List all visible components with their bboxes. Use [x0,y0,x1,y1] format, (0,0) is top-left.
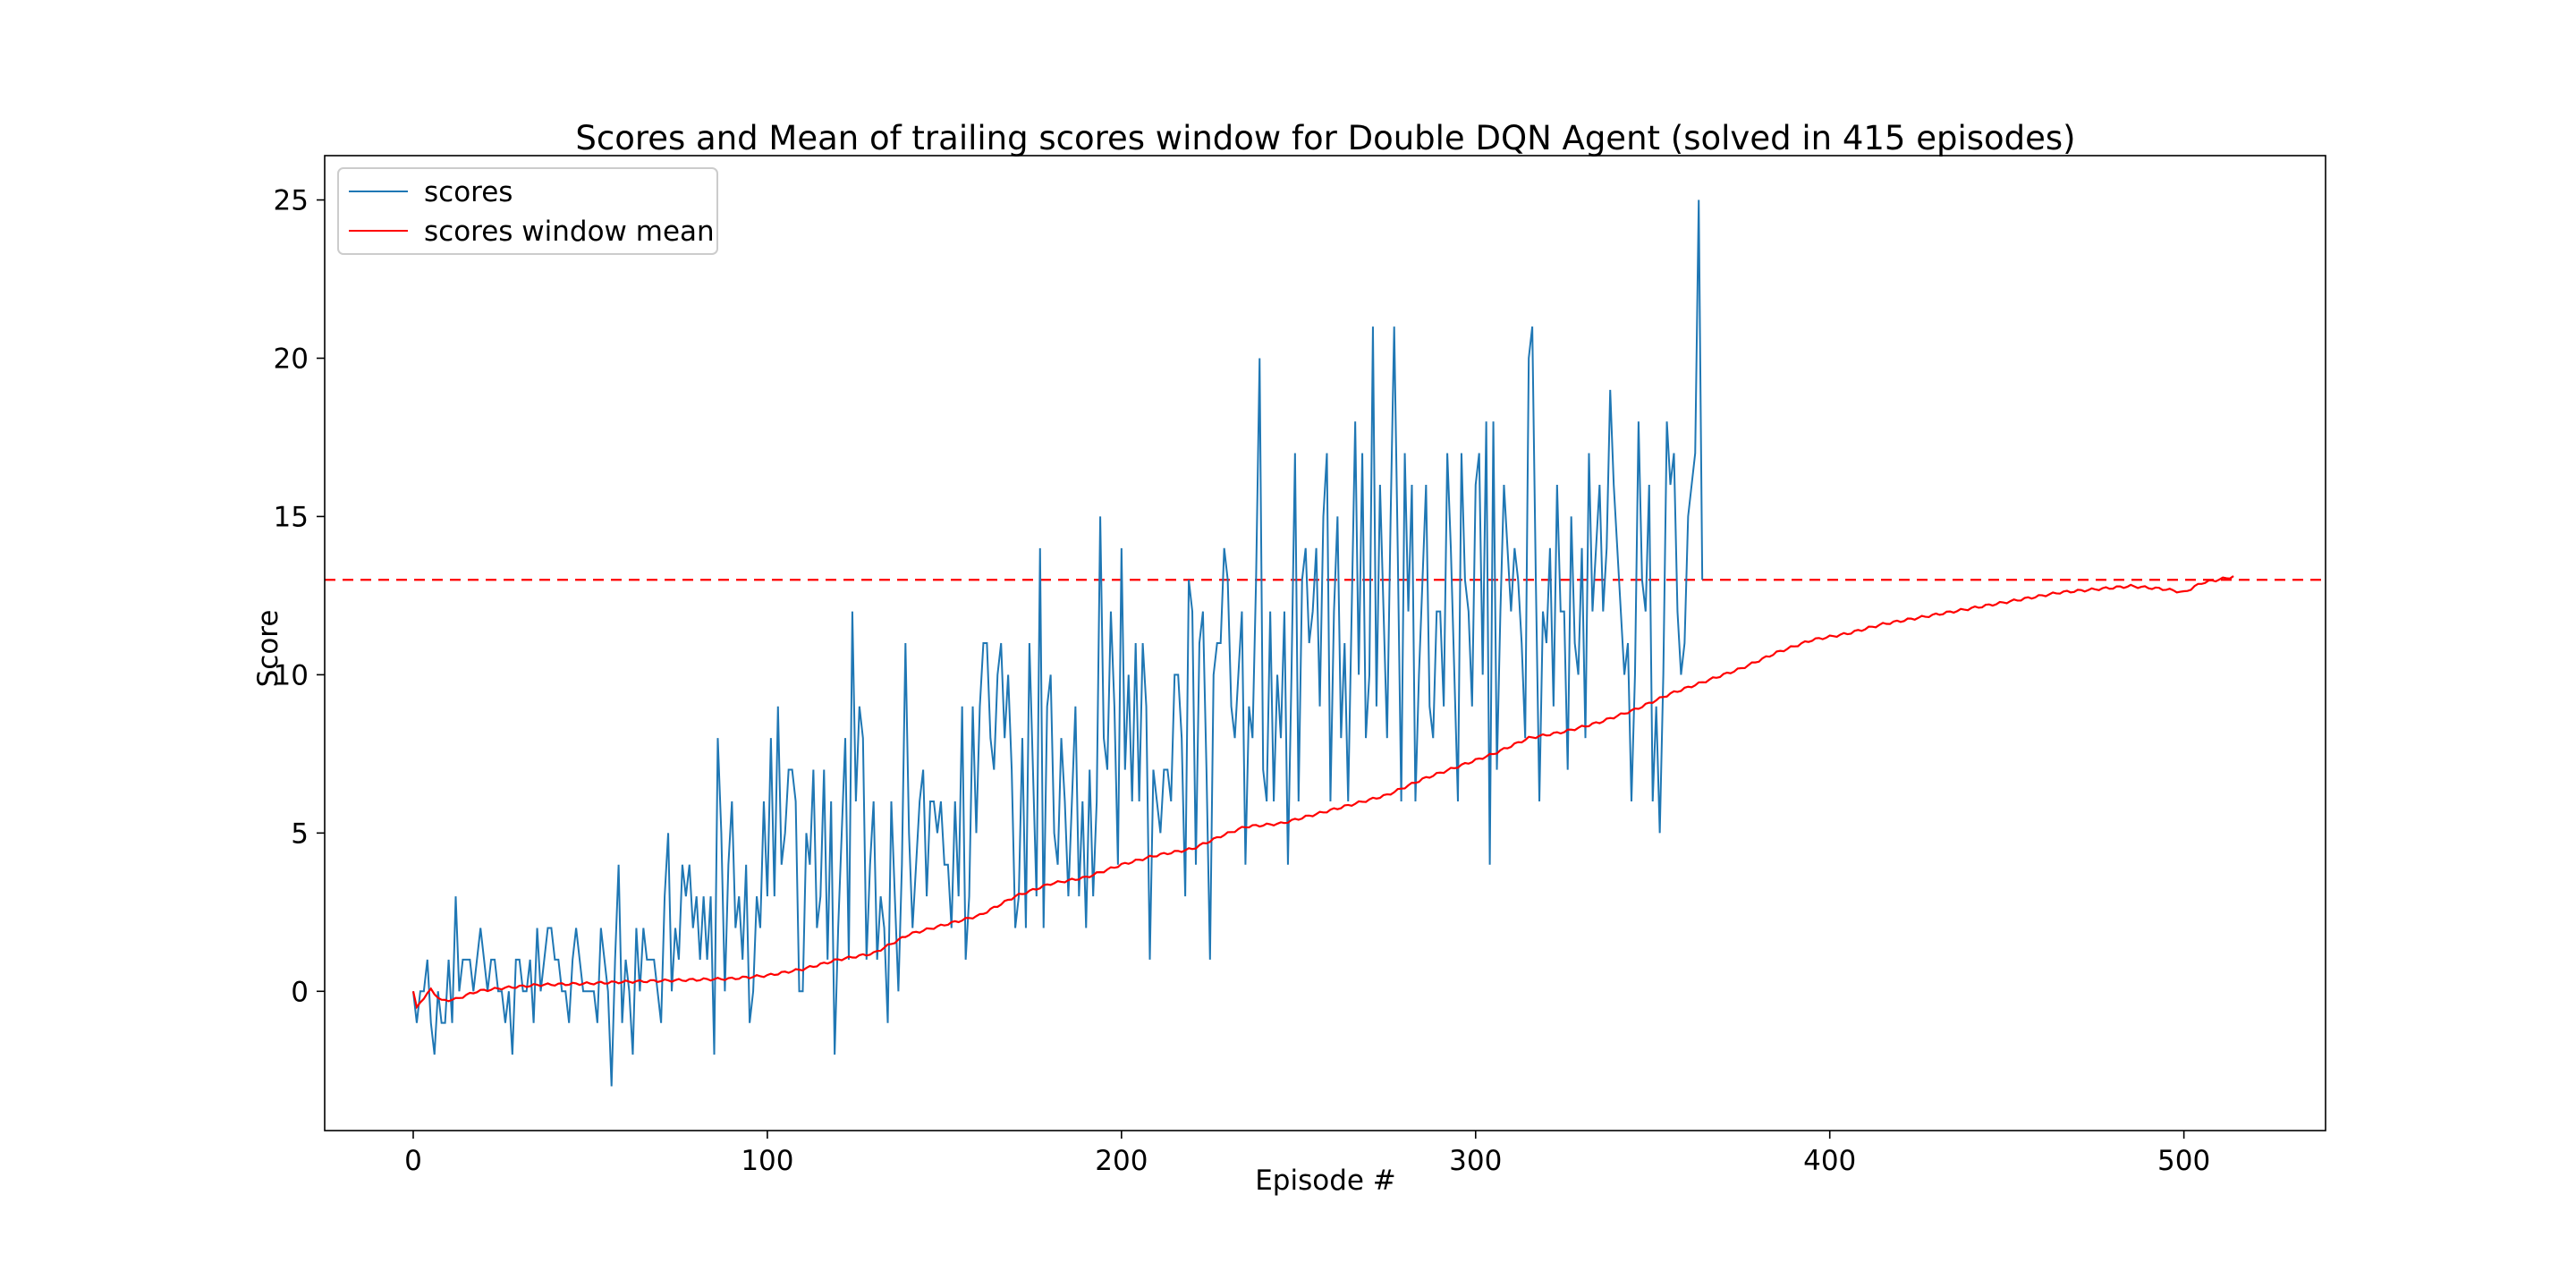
legend: scores scores window mean [337,167,718,255]
y-tick-label: 0 [291,976,309,1008]
x-axis-label: Episode # [1255,1165,1396,1197]
y-tick-label: 10 [274,659,309,691]
legend-label-scores-window-mean: scores window mean [424,216,715,248]
chart-title: Scores and Mean of trailing scores windo… [575,119,2075,157]
x-tick-label: 400 [1803,1145,1856,1177]
y-axis-label: Score [252,610,284,688]
x-tick-label: 500 [2157,1145,2210,1177]
x-tick-label: 100 [741,1145,793,1177]
x-tick-label: 200 [1095,1145,1148,1177]
series-line-scores-window-mean [411,575,2234,1010]
x-tick-label: 0 [404,1145,422,1177]
legend-frame [337,167,718,255]
x-tick-label: 300 [1449,1145,1502,1177]
y-tick-label: 20 [274,343,309,375]
y-tick-label: 25 [274,185,309,217]
y-tick-label: 15 [274,501,309,533]
plot-frame [324,155,2326,1131]
plot-layer: 0 100 200 300 400 500 0 5 10 15 20 25 [274,155,2326,1177]
y-tick-label: 5 [291,818,309,850]
legend-label-scores: scores [424,176,513,208]
